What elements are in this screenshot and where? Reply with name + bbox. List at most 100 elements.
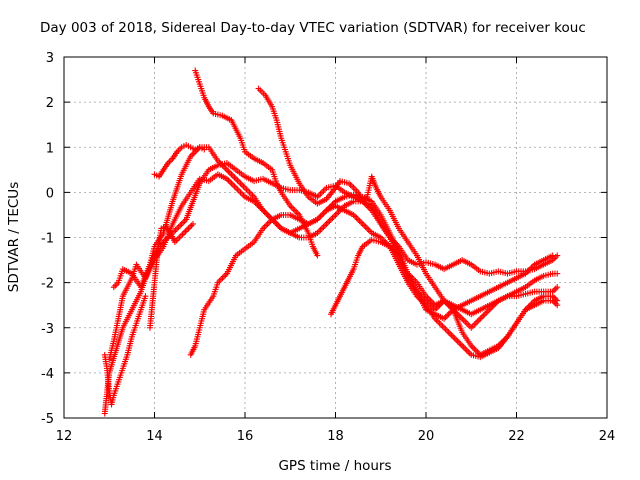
data-point-marker — [261, 208, 268, 215]
data-point-marker — [264, 211, 271, 218]
data-point-marker — [228, 180, 235, 187]
x-tick-label: 14 — [146, 429, 163, 444]
data-point-marker — [225, 168, 232, 175]
data-point-marker — [266, 219, 273, 226]
data-point-marker — [223, 166, 230, 173]
data-point-marker — [332, 211, 339, 218]
data-point-marker — [442, 314, 449, 321]
x-axis-label: GPS time / hours — [278, 458, 391, 474]
data-point-marker — [174, 236, 181, 243]
data-point-marker — [226, 169, 233, 176]
y-tick-label: -1 — [41, 232, 54, 247]
data-point-marker — [457, 341, 464, 348]
data-point-marker — [179, 231, 186, 238]
data-point-marker — [359, 220, 366, 227]
data-point-marker — [459, 315, 466, 322]
data-point-marker — [463, 347, 470, 354]
data-point-marker — [364, 225, 371, 232]
data-point-marker — [436, 320, 443, 327]
grid — [64, 57, 607, 418]
data-point-marker — [320, 223, 327, 230]
data-point-marker — [468, 324, 475, 331]
data-point-marker — [175, 223, 182, 230]
data-point-marker — [447, 330, 454, 337]
data-point-marker — [478, 314, 485, 321]
data-point-marker — [549, 252, 556, 259]
data-point-marker — [554, 270, 561, 277]
x-tick-label: 18 — [327, 429, 344, 444]
data-point-marker — [323, 220, 330, 227]
data-point-marker — [451, 335, 458, 342]
data-point-marker — [238, 190, 245, 197]
data-point-marker — [176, 234, 183, 241]
data-point-marker — [272, 219, 279, 226]
data-point-marker — [186, 223, 193, 230]
data-point-marker — [180, 219, 187, 226]
data-point-marker — [442, 326, 449, 333]
data-point-marker — [554, 284, 561, 291]
chart-title: Day 003 of 2018, Sidereal Day-to-day VTE… — [40, 20, 586, 36]
data-point-marker — [290, 205, 297, 212]
y-tick-label: 1 — [46, 141, 54, 156]
data-point-marker — [320, 210, 327, 217]
data-point-marker — [438, 321, 445, 328]
data-point-marker — [231, 183, 238, 190]
data-point-marker — [352, 186, 359, 193]
y-tick-label: -5 — [41, 412, 54, 427]
data-point-marker — [469, 344, 476, 351]
data-point-marker — [220, 273, 227, 280]
data-point-marker — [242, 184, 248, 191]
data-point-marker — [237, 180, 244, 187]
x-tick-label: 20 — [418, 429, 435, 444]
data-point-marker — [334, 210, 341, 217]
data-point-marker — [112, 282, 119, 289]
data-point-marker — [552, 254, 559, 261]
data-point-marker — [234, 186, 241, 193]
data-point-marker — [439, 323, 446, 330]
data-point-marker — [462, 318, 469, 325]
data-point-marker — [240, 183, 247, 190]
y-tick-label: 0 — [46, 186, 54, 201]
data-point-marker — [465, 348, 472, 355]
data-point-marker — [185, 225, 192, 232]
data-point-marker — [445, 329, 452, 336]
data-point-marker — [263, 222, 270, 229]
data-point-marker — [426, 296, 433, 303]
data-point-marker — [219, 275, 226, 282]
data-point-marker — [201, 146, 208, 153]
data-point-marker — [327, 216, 334, 223]
data-point-marker — [222, 165, 229, 172]
data-point-marker — [481, 311, 488, 318]
x-tick-label: 12 — [56, 429, 73, 444]
data-point-marker — [448, 332, 455, 339]
data-point-marker — [183, 226, 190, 233]
x-tick-label: 24 — [599, 429, 616, 444]
data-point-marker — [246, 189, 253, 196]
data-point-marker — [291, 207, 298, 214]
data-point-marker — [321, 222, 328, 229]
data-point-marker — [525, 267, 532, 274]
data-point-marker — [317, 213, 324, 220]
data-point-marker — [474, 318, 481, 325]
data-point-marker — [430, 300, 437, 307]
data-point-marker — [318, 189, 325, 196]
data-point-marker — [288, 204, 295, 211]
data-point-marker — [441, 324, 448, 331]
x-tick-label: 22 — [508, 429, 525, 444]
data-point-marker — [261, 223, 268, 230]
data-point-marker — [551, 287, 558, 294]
data-point-marker — [356, 217, 363, 224]
data-point-marker — [237, 189, 244, 196]
data-point-marker — [273, 220, 280, 227]
data-point-marker — [358, 219, 365, 226]
data-points — [101, 67, 561, 417]
data-point-marker — [320, 187, 327, 194]
data-point-marker — [424, 294, 431, 301]
data-point-marker — [243, 186, 250, 193]
data-point-marker — [460, 317, 467, 324]
y-tick-label: -4 — [41, 367, 54, 382]
data-point-marker — [463, 320, 470, 327]
data-point-marker — [480, 312, 487, 319]
